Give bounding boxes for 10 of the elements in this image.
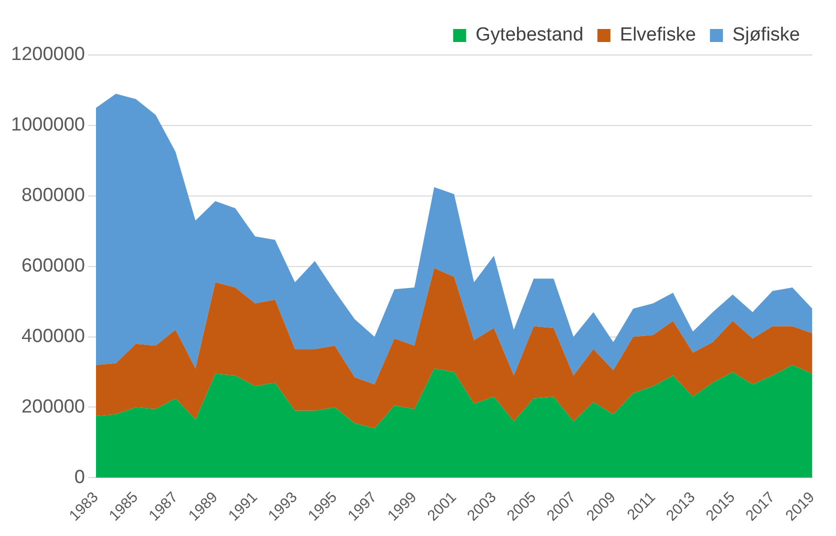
y-tick-label: 1000000: [11, 114, 85, 136]
y-tick-label: 200000: [22, 396, 85, 418]
y-tick-label: 600000: [22, 256, 85, 277]
y-tick-label: 400000: [22, 326, 85, 348]
y-tick-label: 0: [74, 466, 85, 488]
legend-label: Sjøfiske: [732, 24, 800, 46]
legend-label: Elvefiske: [620, 24, 696, 46]
y-tick-label: 800000: [22, 185, 85, 206]
y-tick-label: 1200000: [11, 44, 85, 66]
legend-label: Gytebestand: [476, 24, 584, 46]
